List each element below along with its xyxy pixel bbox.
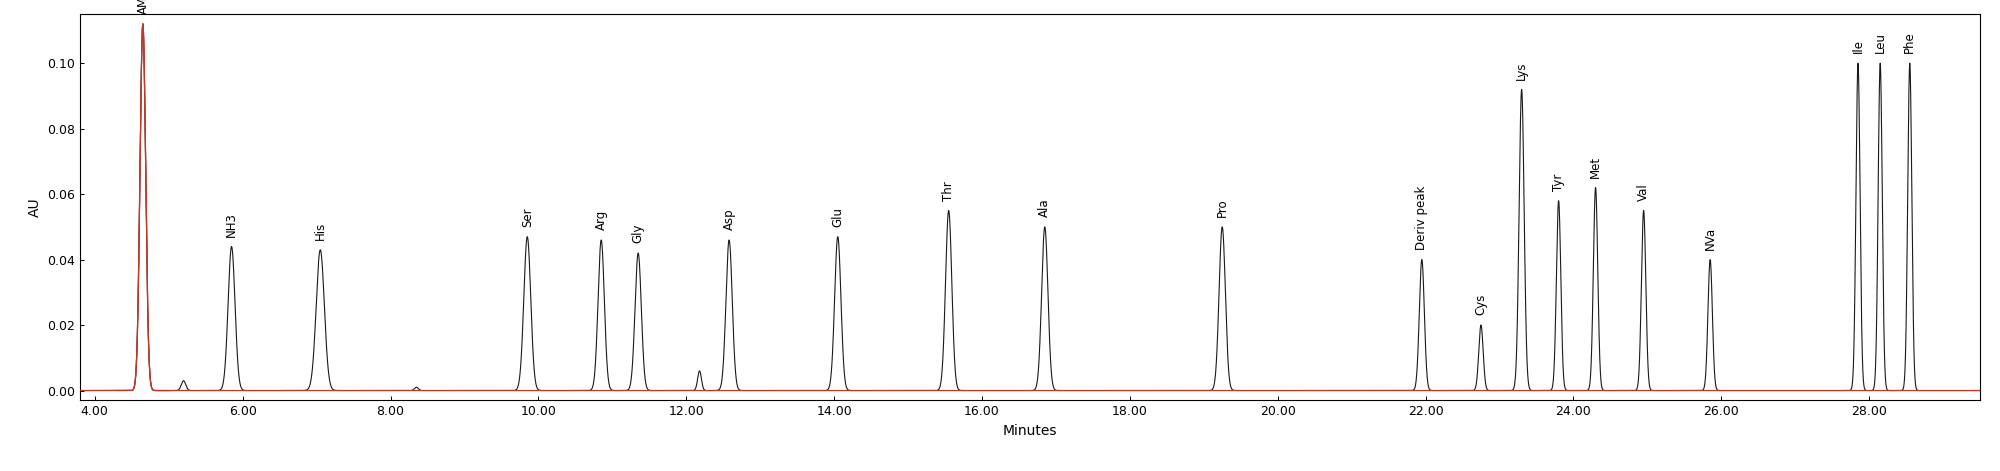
Text: Thr: Thr: [942, 181, 956, 201]
Text: Arg: Arg: [594, 210, 608, 230]
Text: NVa: NVa: [1704, 227, 1716, 250]
Text: AMQ: AMQ: [136, 0, 150, 14]
Text: Glu: Glu: [832, 207, 844, 227]
Text: Pro: Pro: [1216, 198, 1228, 217]
Text: Val: Val: [1638, 183, 1650, 201]
Text: Ala: Ala: [1038, 198, 1052, 217]
Text: Cys: Cys: [1474, 294, 1488, 315]
Text: Deriv peak: Deriv peak: [1416, 186, 1428, 250]
Text: Leu: Leu: [1874, 32, 1886, 53]
X-axis label: Minutes: Minutes: [1002, 424, 1058, 438]
Text: Asp: Asp: [722, 209, 736, 230]
Text: Met: Met: [1590, 155, 1602, 178]
Text: Ser: Ser: [520, 207, 534, 227]
Text: NH3: NH3: [226, 212, 238, 237]
Text: Phe: Phe: [1904, 32, 1916, 53]
Text: Ile: Ile: [1852, 40, 1864, 53]
Y-axis label: AU: AU: [28, 197, 42, 217]
Text: Lys: Lys: [1516, 61, 1528, 80]
Text: His: His: [314, 222, 326, 240]
Text: Gly: Gly: [632, 224, 644, 243]
Text: Tyr: Tyr: [1552, 173, 1566, 191]
